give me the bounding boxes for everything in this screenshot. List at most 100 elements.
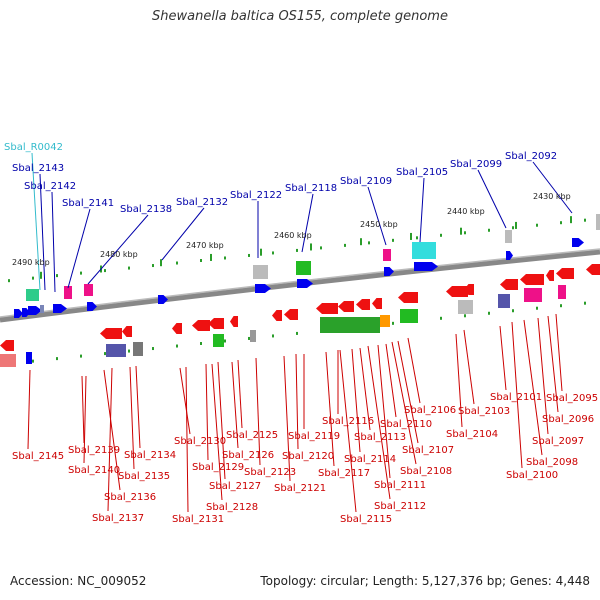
reverse-gene-arrow [586,264,600,275]
track-dot-lower [152,347,154,351]
gene-label-bottom: Sbal_2137 [92,513,144,524]
gene-label-bottom: Sbal_2115 [340,514,392,525]
reverse-gene-arrow [272,310,282,321]
leader-line-top [161,207,205,261]
reverse-gene-grey [458,300,473,314]
gene-label-bottom: Sbal_2110 [380,419,432,430]
major-tick [310,243,312,251]
leader-line-bottom [455,333,463,428]
reverse-gene-magenta [524,288,542,302]
reverse-gene-arrow [446,286,468,297]
gene-label-top: Sbal_2142 [24,181,76,192]
leader-line-bottom [103,369,121,491]
reverse-gene-slate [498,294,510,308]
forward-gene-cyan [412,242,436,259]
leader-line-bottom [351,348,361,453]
leader-line-bottom [537,317,549,435]
track-dot-upper [296,248,298,252]
reverse-gene-arrow [316,303,338,314]
leader-line-bottom [231,361,239,449]
gene-label-bottom: Sbal_2098 [526,457,578,468]
gene-label-bottom: Sbal_2120 [282,451,334,462]
forward-gene-green [296,261,311,275]
reverse-gene-green-cluster [320,317,380,333]
gene-group [0,214,600,367]
leader-line-bottom [129,366,135,470]
gene-label-bottom: Sbal_2096 [542,414,594,425]
gene-label-bottom: Sbal_2127 [209,481,261,492]
track-dot-lower [512,309,514,313]
leader-line-top [67,208,91,289]
forward-gene-arrow [384,267,394,276]
scale-label: 2440 kbp [447,207,485,216]
gene-label-top: Sbal_2105 [396,167,448,178]
leader-line-bottom [463,329,475,405]
reverse-gene-green [400,309,418,323]
forward-gene-arrow [572,238,584,247]
track-dot-upper [512,226,514,230]
gene-label-bottom: Sbal_2106 [404,405,456,416]
reverse-gene-arrow [500,279,518,290]
gene-label-top: Sbal_2143 [12,163,64,174]
gene-label-bottom: Sbal_2100 [506,470,558,481]
leader-line-bottom [81,375,85,444]
gene-label-bottom: Sbal_2097 [532,436,584,447]
reverse-gene-arrow [192,320,210,331]
gene-label-bottom: Sbal_2108 [400,466,452,477]
leader-line-top [532,161,573,214]
leader-line-bottom [511,321,523,469]
track-dot-lower [80,354,82,358]
gene-label-bottom: Sbal_2130 [174,436,226,447]
map-title: Shewanella baltica OS155, complete genom… [152,9,448,24]
leader-line-bottom [283,355,291,482]
gene-label-top: Sbal_2132 [176,197,228,208]
forward-gene-magenta [64,286,72,299]
track-dot-upper [416,236,418,240]
gene-label-top: Sbal_2138 [120,204,172,215]
reverse-gene-blue [26,352,32,364]
leader-line-bottom [391,341,417,465]
major-tick [570,216,572,224]
track-dot-upper [464,231,466,235]
gene-label-top: Sbal_2122 [230,190,282,201]
scale-label: 2480 kbp [100,250,138,259]
reverse-gene-arrow [556,268,574,279]
gene-label-bottom: Sbal_2107 [402,445,454,456]
gene-label-bottom: Sbal_2104 [446,429,498,440]
leader-line-bottom [499,325,507,391]
track-dot-lower [248,336,250,340]
leader-line-bottom [367,345,391,500]
reverse-gene-arrow [208,318,224,329]
label-group: 2490 kbp 2480 kbp 2470 kbp 2460 kbp 2450 kbp… [4,142,598,525]
forward-gene-magenta [84,284,93,296]
major-tick [160,259,162,267]
gene-label-top: Sbal_2109 [340,176,392,187]
leader-line-bottom [107,367,113,512]
leader-line-bottom [295,353,299,450]
leader-line-bottom [135,365,141,449]
reverse-gene-grey [133,342,143,356]
track-dot-lower [488,311,490,315]
leader-line-bottom [325,351,335,467]
genome-summary-text: Topology: circular; Length: 5,127,376 bp… [260,574,590,588]
forward-gene-arrow [53,304,67,313]
reverse-gene-slate [106,344,126,357]
leader-line-bottom [339,349,357,513]
track-dot-upper [344,243,346,247]
major-tick [40,271,42,279]
leader-line-bottom [397,340,419,444]
gene-label-bottom: Sbal_2116 [322,416,374,427]
track-dot-upper [248,253,250,257]
reverse-gene-arrow [122,326,132,337]
track-dot-upper [104,269,106,273]
leader-line-bottom [385,343,397,418]
track-dot-upper [32,276,34,280]
gene-label-bottom: Sbal_2140 [68,465,120,476]
track-dot-lower [128,349,130,353]
gene-label-bottom: Sbal_2123 [244,467,296,478]
gene-label-bottom: Sbal_2111 [374,480,426,491]
gene-label-bottom: Sbal_2125 [226,430,278,441]
track-dot-upper [584,218,586,222]
leader-line-top [31,152,41,291]
